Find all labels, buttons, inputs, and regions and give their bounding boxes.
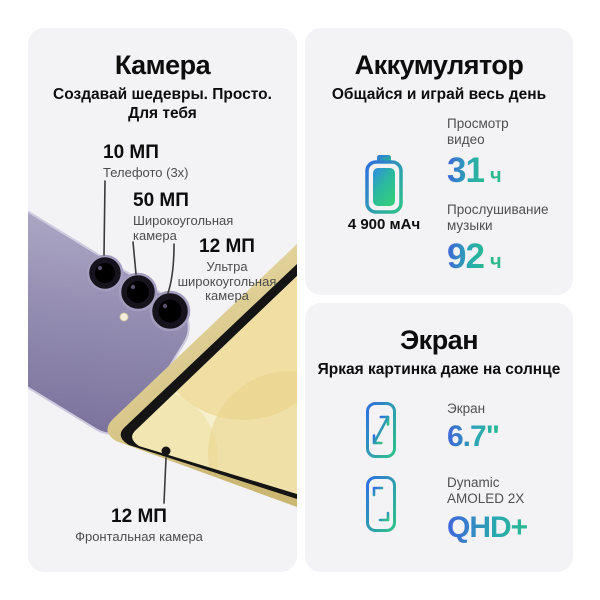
spec-wide-value: 50 МП (133, 190, 189, 211)
spec-front: 12 МП Фронтальная камера (64, 506, 214, 545)
battery-icon (365, 155, 403, 214)
screen-title: Экран (399, 325, 479, 355)
spec-ultrawide-value: 12 МП (199, 236, 255, 257)
spec-telephoto-label: Телефото (3x) (103, 165, 189, 180)
stat-video-value: 31 ч (447, 151, 502, 190)
front-camera-icon (161, 446, 171, 456)
camera-title: Камера (114, 50, 211, 80)
camera-subtitle-line1: Создавай шедевры. Просто. (53, 86, 272, 103)
screen-panel: Экран Яркая картинка даже на солнце (305, 303, 573, 572)
amoled-resolution-icon (366, 476, 396, 532)
camera-subtitle: Создавай шедевры. Просто. Для тебя (28, 85, 297, 123)
feature-screen-size-label: Экран (447, 401, 486, 416)
feature-amoled: Dynamic AMOLED 2X QHD+ (365, 475, 528, 544)
battery-title: Аккумулятор (354, 50, 524, 80)
battery-subtitle: Общайся и играй весь день (331, 86, 547, 103)
stat-music-label: Прослушивание музыки (447, 202, 549, 233)
flash-icon (119, 312, 129, 322)
spec-wide: 50 МП Широкоугольная камера (133, 190, 233, 243)
spec-wide-label: Широкоугольная камера (133, 213, 234, 243)
stat-video-label: Просмотр видео (447, 116, 509, 147)
feature-screen-size: Экран 6.7" (365, 401, 500, 459)
battery-panel: Аккумулятор Общайся и играй весь день (305, 28, 573, 295)
rear-camera-lenses-icon (86, 254, 191, 332)
callout-lines (103, 180, 175, 504)
camera-panel: Камера Создавай шедевры. Просто. Для теб… (28, 28, 297, 572)
battery-capacity: 4 900 мАч (347, 216, 421, 233)
screen-subtitle: Яркая картинка даже на солнце (317, 361, 561, 378)
stat-video: Просмотр видео 31 ч (447, 116, 509, 189)
battery-figure (362, 154, 482, 221)
stat-music-value: 92 ч (447, 237, 502, 276)
spec-front-label: Фронтальная камера (75, 529, 203, 544)
spec-ultrawide: 12 МП Ультра широкоугольная камера (164, 236, 290, 304)
spec-telephoto-value: 10 МП (103, 142, 159, 163)
camera-subtitle-line2: Для тебя (128, 105, 197, 122)
phones-illustration (28, 154, 297, 507)
feature-screen-size-value: 6.7" (447, 420, 500, 453)
feature-amoled-value: QHD+ (447, 511, 528, 544)
spec-front-value: 12 МП (111, 506, 167, 527)
spec-ultrawide-label: Ультра широкоугольная камера (177, 259, 277, 303)
feature-amoled-label: Dynamic AMOLED 2X (447, 475, 525, 506)
spec-telephoto: 10 МП Телефото (3x) (103, 142, 189, 181)
screen-size-icon (366, 402, 396, 458)
stat-music: Прослушивание музыки 92 ч (447, 202, 549, 275)
